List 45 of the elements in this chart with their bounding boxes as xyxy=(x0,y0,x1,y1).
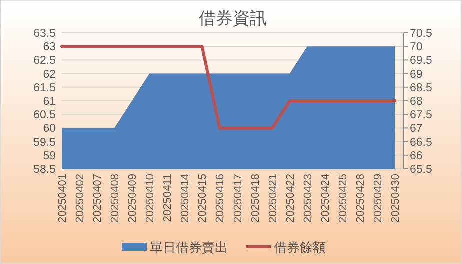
y2-tick-label: 66.5 xyxy=(410,136,432,149)
chart-title: 借券資訊 xyxy=(199,9,267,28)
y2-tick-label: 70.5 xyxy=(410,28,432,40)
y-tick-label: 60.5 xyxy=(34,110,56,122)
x-tick-label: 20250408 xyxy=(110,174,122,223)
y-tick-label: 59 xyxy=(43,150,56,162)
y-tick-label: 63 xyxy=(43,42,56,54)
y2-tick-label: 69 xyxy=(410,68,423,81)
y2-tick-label: 69.5 xyxy=(410,55,432,68)
y2-tick-label: 68 xyxy=(410,96,423,108)
x-tick-label: 20250407 xyxy=(92,174,104,223)
x-tick-label: 20250410 xyxy=(144,174,157,223)
x-tick-label: 20250424 xyxy=(320,174,332,223)
y-tick-label: 63.5 xyxy=(34,28,56,40)
y2-tick-label: 66 xyxy=(410,150,423,162)
x-tick-label: 20250430 xyxy=(390,174,402,223)
legend-label: 借券餘額 xyxy=(274,240,326,255)
y-tick-label: 59.5 xyxy=(34,136,56,149)
x-tick-label: 20250418 xyxy=(250,174,262,223)
y-tick-label: 61 xyxy=(43,96,56,108)
x-tick-label: 20250417 xyxy=(232,174,244,223)
x-tick-label: 20250402 xyxy=(74,174,87,223)
y2-tick-label: 67.5 xyxy=(410,110,432,122)
x-tick-label: 20250425 xyxy=(337,174,350,223)
y-tick-label: 60 xyxy=(43,123,56,136)
x-tick-label: 20250414 xyxy=(180,174,192,223)
x-tick-label: 20250422 xyxy=(284,174,297,223)
x-tick-label: 20250401 xyxy=(57,174,69,223)
y-tick-label: 58.5 xyxy=(34,164,56,176)
y-tick-label: 62.5 xyxy=(34,55,56,68)
x-tick-label: 20250421 xyxy=(267,174,280,223)
legend-label: 單日借券賣出 xyxy=(150,240,228,255)
x-tick-label: 20250428 xyxy=(354,174,367,223)
x-tick-label: 20250415 xyxy=(197,174,210,223)
y2-tick-label: 70 xyxy=(410,42,423,54)
y2-tick-label: 68.5 xyxy=(410,82,432,94)
y-tick-label: 61.5 xyxy=(34,82,56,94)
x-tick-label: 20250416 xyxy=(214,174,227,223)
y-tick-label: 62 xyxy=(43,68,56,81)
x-tick-label: 20250423 xyxy=(302,174,314,223)
y2-tick-label: 65.5 xyxy=(410,164,432,176)
x-tick-label: 20250409 xyxy=(127,174,140,223)
x-tick-label: 20250411 xyxy=(162,174,174,222)
y2-tick-label: 67 xyxy=(410,123,423,136)
x-tick-label: 20250429 xyxy=(372,174,384,223)
